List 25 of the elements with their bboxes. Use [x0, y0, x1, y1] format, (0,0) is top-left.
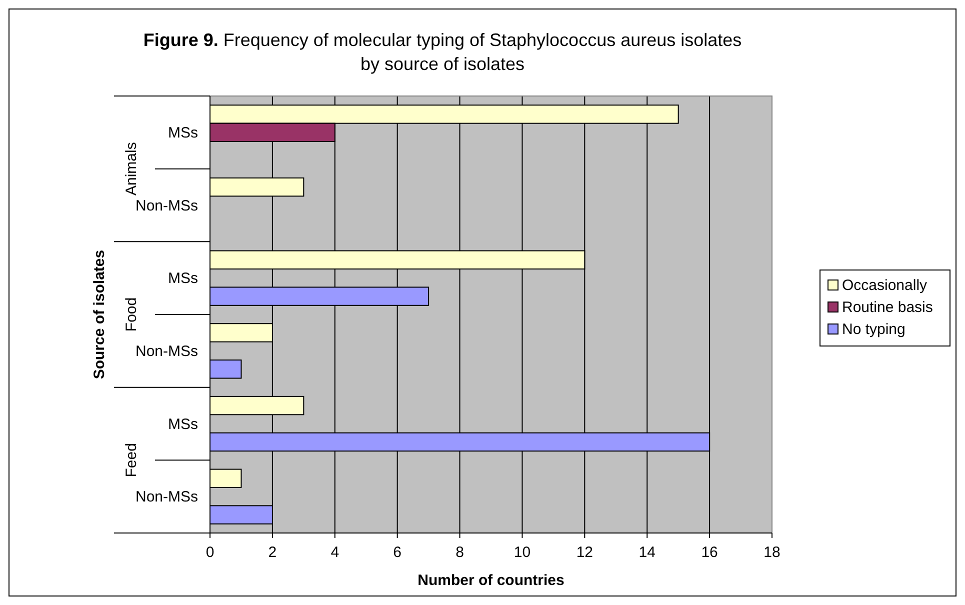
y-tick-label: MSs	[168, 124, 198, 142]
text: Feed	[123, 443, 140, 478]
x-tick-label: 10	[514, 544, 531, 561]
x-tick-label: 4	[330, 544, 340, 561]
y-tick-label: MSs	[168, 416, 198, 433]
legend-label: No typing	[842, 321, 906, 338]
y-tick-label: Non-MSs	[135, 488, 198, 506]
x-tick-label: 16	[701, 544, 718, 561]
text: Animals	[123, 142, 140, 196]
y-axis-title: Source of isolates	[91, 250, 108, 380]
x-tick-label: 6	[393, 544, 402, 561]
y-tick-label: MSs	[168, 270, 198, 288]
x-tick-label: 2	[268, 544, 277, 561]
x-tick-label: 18	[764, 544, 780, 561]
x-tick-label: 12	[576, 544, 594, 561]
y-tick-label: Non-MSs	[135, 342, 198, 360]
legend-label: Occasionally	[842, 277, 928, 294]
text: Food	[123, 297, 140, 332]
x-tick-label: 8	[456, 544, 464, 561]
chart-title: Figure 9. Frequency of molecular typing of Staphylococcus aureus isolates by source of isolates	[143, 30, 742, 74]
x-tick-label: 0	[206, 544, 214, 561]
x-axis-title: Number of countries	[418, 572, 564, 589]
legend-label: Routine basis	[842, 299, 933, 316]
y-tick-label: Non-MSs	[135, 197, 198, 214]
x-tick-label: 14	[638, 544, 656, 561]
